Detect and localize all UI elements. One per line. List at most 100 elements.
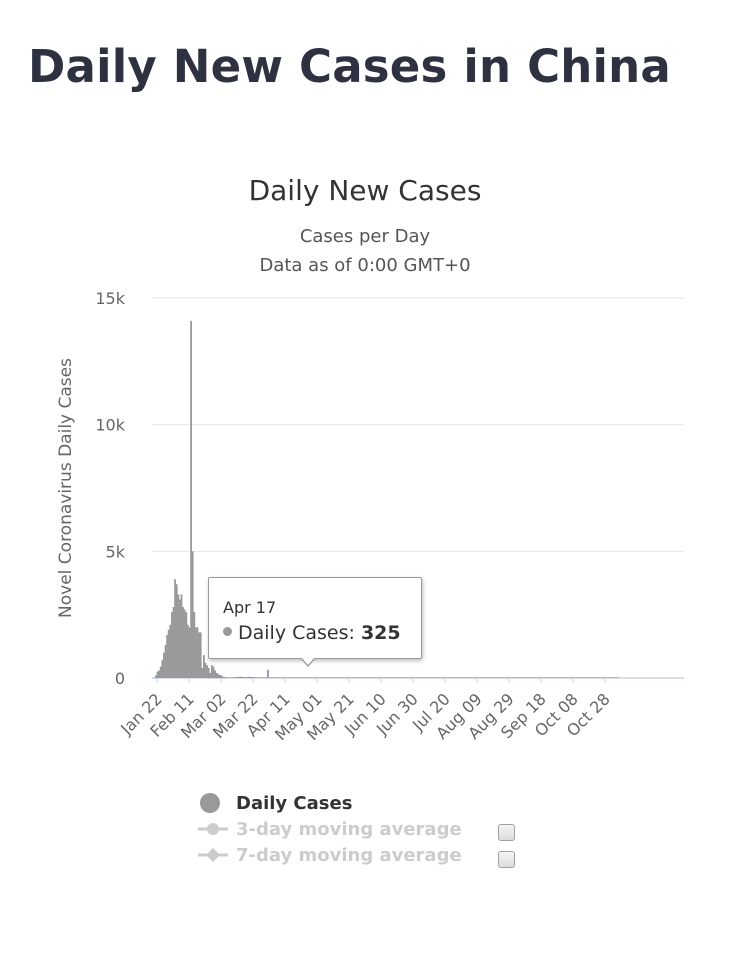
- bar[interactable]: [337, 677, 340, 678]
- bar[interactable]: [313, 677, 316, 678]
- bar[interactable]: [340, 677, 343, 678]
- bar[interactable]: [532, 677, 535, 678]
- bar[interactable]: [364, 677, 367, 678]
- bar[interactable]: [606, 677, 608, 678]
- bar[interactable]: [553, 677, 556, 678]
- bar[interactable]: [515, 677, 517, 678]
- bar[interactable]: [431, 677, 434, 678]
- bar[interactable]: [411, 677, 413, 678]
- bar[interactable]: [473, 677, 476, 678]
- bar[interactable]: [555, 677, 557, 678]
- bar[interactable]: [436, 677, 439, 678]
- bar[interactable]: [561, 677, 564, 678]
- bar[interactable]: [486, 677, 488, 678]
- bar[interactable]: [505, 677, 508, 678]
- bar[interactable]: [228, 677, 231, 678]
- bar[interactable]: [172, 607, 175, 678]
- bar[interactable]: [223, 676, 226, 678]
- bar[interactable]: [422, 677, 424, 678]
- bar[interactable]: [484, 677, 487, 678]
- bar[interactable]: [198, 632, 200, 678]
- bar[interactable]: [414, 677, 416, 678]
- bar[interactable]: [591, 677, 594, 678]
- bar[interactable]: [563, 677, 565, 678]
- bar[interactable]: [390, 677, 392, 678]
- bar[interactable]: [324, 677, 327, 678]
- bar[interactable]: [468, 677, 471, 678]
- bar[interactable]: [401, 677, 404, 678]
- bar[interactable]: [177, 594, 180, 678]
- bar[interactable]: [231, 677, 234, 678]
- bar[interactable]: [275, 677, 277, 678]
- bar[interactable]: [294, 677, 296, 678]
- bar[interactable]: [489, 677, 492, 678]
- bar[interactable]: [319, 677, 322, 678]
- bar[interactable]: [412, 677, 415, 678]
- bar[interactable]: [452, 677, 455, 678]
- bar[interactable]: [614, 677, 616, 678]
- bar[interactable]: [305, 677, 308, 678]
- bar[interactable]: [342, 677, 344, 678]
- bar[interactable]: [479, 677, 482, 678]
- bar[interactable]: [183, 609, 186, 678]
- bar[interactable]: [239, 676, 242, 678]
- bar[interactable]: [331, 677, 333, 678]
- bar[interactable]: [158, 670, 160, 678]
- bar[interactable]: [502, 677, 504, 678]
- bar[interactable]: [595, 677, 597, 678]
- bar[interactable]: [527, 677, 530, 678]
- bar[interactable]: [299, 677, 301, 678]
- bar[interactable]: [251, 676, 253, 678]
- bar[interactable]: [175, 584, 178, 678]
- bar[interactable]: [347, 677, 349, 678]
- bar[interactable]: [339, 677, 341, 678]
- bar[interactable]: [375, 677, 378, 678]
- bar[interactable]: [174, 579, 176, 678]
- bar[interactable]: [279, 677, 282, 678]
- bar[interactable]: [271, 677, 274, 678]
- bar[interactable]: [590, 677, 592, 678]
- bar[interactable]: [398, 677, 400, 678]
- bar[interactable]: [430, 677, 432, 678]
- bar[interactable]: [444, 677, 447, 678]
- bar[interactable]: [545, 677, 548, 678]
- bar[interactable]: [207, 667, 210, 678]
- bar[interactable]: [321, 677, 324, 678]
- bar[interactable]: [383, 677, 386, 678]
- bar[interactable]: [366, 677, 368, 678]
- bar[interactable]: [329, 677, 332, 678]
- checkbox-3-day-average[interactable]: [498, 824, 515, 841]
- bar[interactable]: [235, 677, 237, 678]
- bar[interactable]: [241, 676, 244, 678]
- bar[interactable]: [203, 655, 205, 678]
- bar[interactable]: [548, 677, 551, 678]
- bar[interactable]: [254, 677, 256, 678]
- bar[interactable]: [163, 652, 165, 678]
- bar[interactable]: [500, 677, 503, 678]
- bar[interactable]: [372, 677, 375, 678]
- bar[interactable]: [409, 677, 412, 678]
- bar[interactable]: [308, 677, 311, 678]
- bar[interactable]: [180, 594, 183, 678]
- bar[interactable]: [283, 677, 285, 678]
- bar[interactable]: [459, 677, 461, 678]
- bar[interactable]: [353, 677, 356, 678]
- bar[interactable]: [238, 676, 240, 678]
- bar[interactable]: [499, 677, 501, 678]
- bar[interactable]: [420, 677, 423, 678]
- bar[interactable]: [465, 677, 468, 678]
- checkbox-7-day-average[interactable]: [498, 851, 515, 868]
- bar[interactable]: [449, 677, 452, 678]
- bar[interactable]: [497, 677, 500, 678]
- bar[interactable]: [255, 677, 258, 678]
- bar[interactable]: [262, 677, 264, 678]
- bar[interactable]: [318, 677, 320, 678]
- bar[interactable]: [380, 677, 383, 678]
- bar[interactable]: [513, 677, 516, 678]
- bar[interactable]: [524, 677, 527, 678]
- bar[interactable]: [156, 671, 159, 678]
- bar[interactable]: [427, 677, 429, 678]
- bar[interactable]: [569, 677, 572, 678]
- bar[interactable]: [358, 677, 360, 678]
- bar[interactable]: [204, 662, 207, 678]
